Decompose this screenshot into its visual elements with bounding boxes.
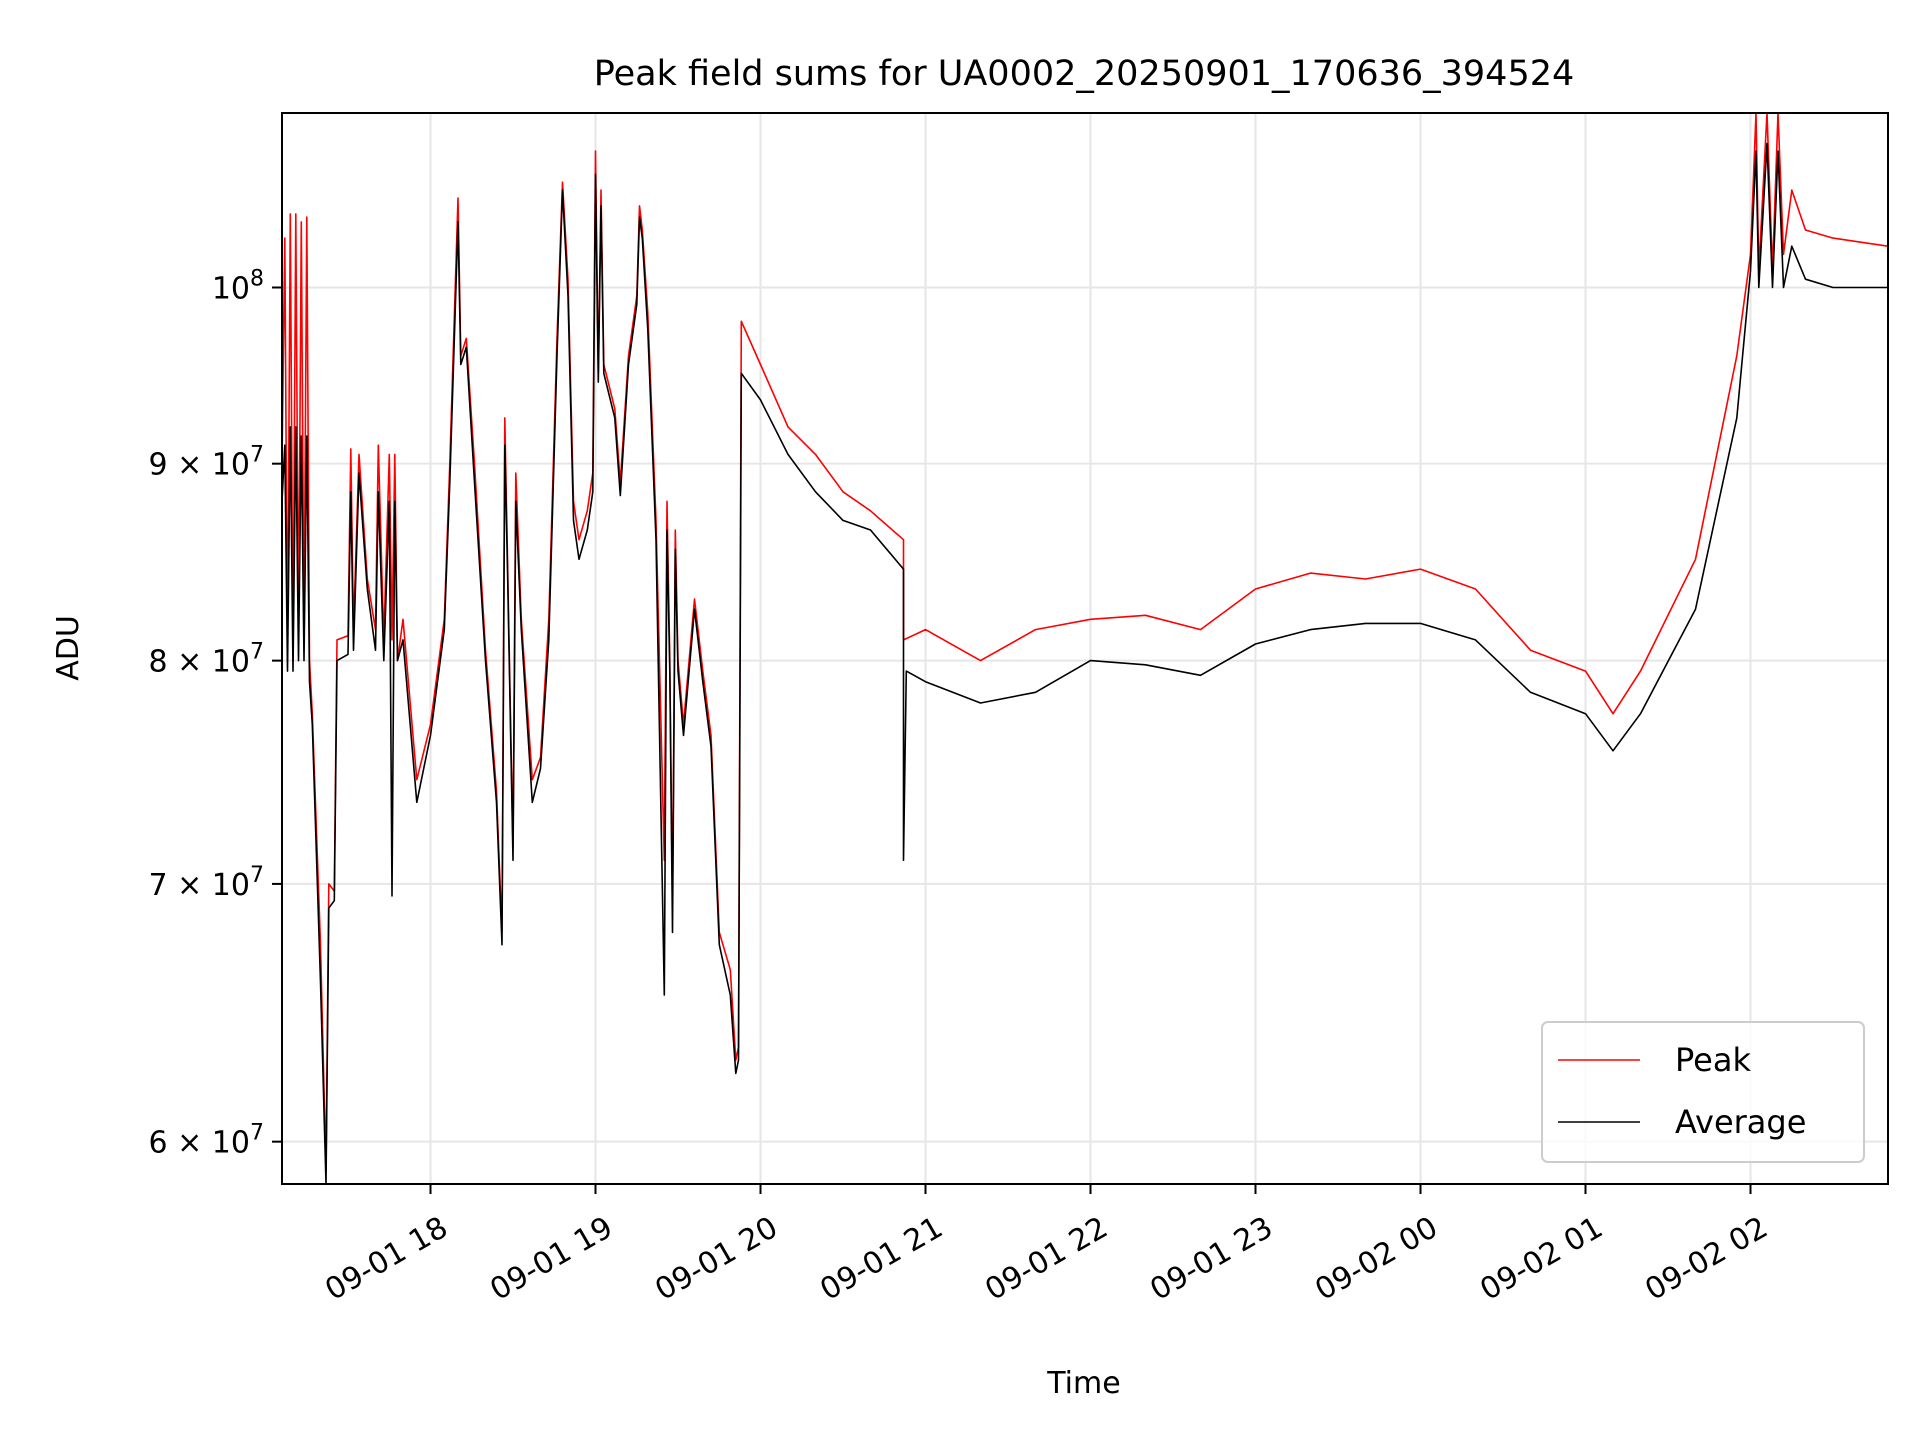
y-tick-label: 9 × 107 — [149, 443, 264, 483]
series-line-average — [282, 142, 1888, 1184]
y-tick-label: 8 × 107 — [149, 640, 264, 680]
y-axis-ticks: 6 × 107 7 × 107 8 × 107 9 × 107 108 — [149, 267, 282, 1161]
x-axis-label: Time — [1046, 1366, 1120, 1401]
grid-lines — [282, 113, 1888, 1184]
legend-box — [1541, 1021, 1865, 1163]
series-layer — [282, 113, 1888, 1184]
legend-peak-label: Peak — [1675, 1041, 1751, 1079]
y-tick-label: 108 — [212, 267, 264, 307]
chart-title: Peak field sums for UA0002_20250901_1706… — [594, 54, 1575, 94]
plot-frame — [281, 112, 1889, 1185]
legend: Peak Average — [1541, 1021, 1865, 1163]
y-tick-label: 6 × 107 — [149, 1121, 264, 1161]
legend-average-label: Average — [1675, 1103, 1806, 1141]
y-axis-label: ADU — [51, 615, 86, 681]
y-tick-label: 7 × 107 — [149, 863, 264, 903]
